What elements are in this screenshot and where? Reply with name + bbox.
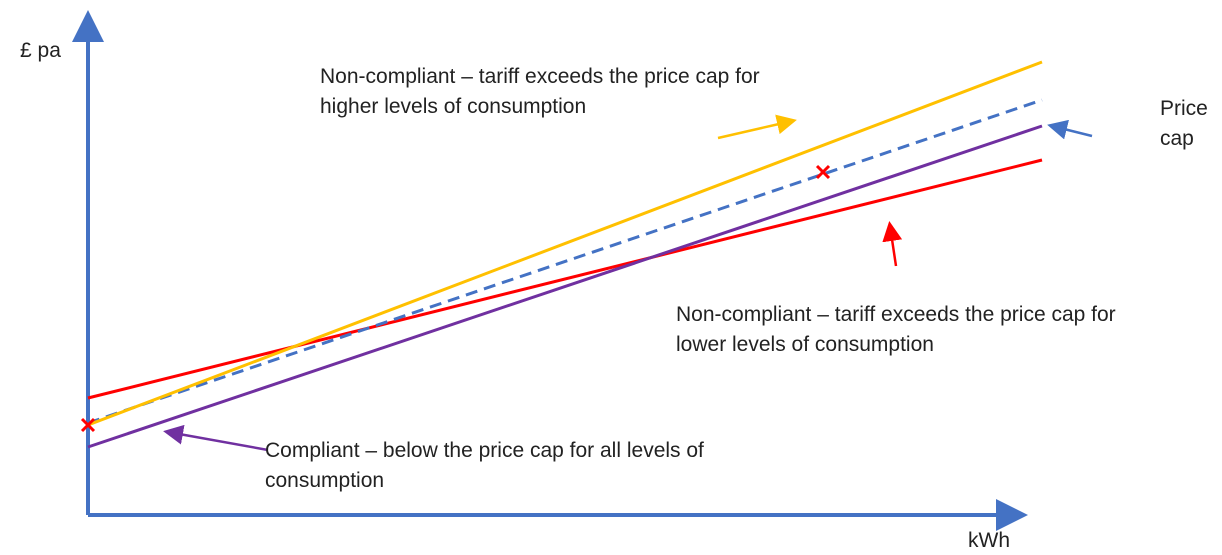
annotation-lower: Non-compliant – tariff exceeds the price… [676,303,1116,356]
red-arrow [882,221,903,267]
annotation-higher: Non-compliant – tariff exceeds the price… [320,65,760,118]
blue-arrow [1047,119,1093,140]
cross-marker [80,417,96,433]
red-tariff-line [87,158,1043,400]
yellow-arrow [717,114,797,140]
purple-arrow [163,424,269,452]
price-cap-line [87,98,1043,425]
purple-tariff-line [87,124,1043,449]
price-cap-label: Price cap [1160,97,1208,150]
y-axis-label: £ pa [20,39,61,62]
x-axis-label: kWh [968,529,1010,552]
yellow-tariff-line [87,60,1043,427]
cross-marker [815,164,831,180]
annotation-compliant: Compliant – below the price cap for all … [265,439,704,492]
